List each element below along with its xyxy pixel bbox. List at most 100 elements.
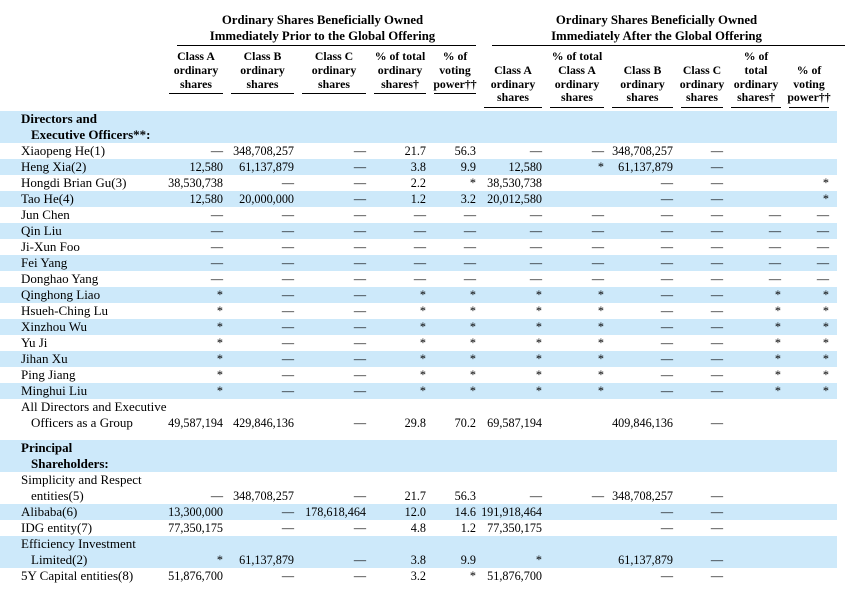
table-cell: — <box>210 256 223 271</box>
table-cell: * <box>469 176 476 191</box>
table-cell: — <box>710 176 723 191</box>
table-cell: — <box>463 272 476 287</box>
table-cell: * <box>216 384 223 399</box>
table-cell: 3.8 <box>410 160 426 175</box>
table-row: IDG entity(7) 77,350,175 — — 4.8 1.2 77,350,17… <box>0 520 837 536</box>
table-cell: — <box>710 489 723 504</box>
column-underline <box>374 93 426 95</box>
table-cell: * <box>597 352 604 367</box>
column-underline <box>484 107 542 109</box>
table-cell: — <box>529 144 542 159</box>
column-underline <box>302 93 366 95</box>
row-label: Principal Shareholders: <box>21 440 109 472</box>
table-cell: 56.3 <box>454 144 476 159</box>
table-cell: * <box>216 320 223 335</box>
table-cell: 9.9 <box>460 553 476 568</box>
table-cell: * <box>419 336 426 351</box>
table-cell: 4.8 <box>410 521 426 536</box>
column-header-label: % of total ordinary shares† <box>374 49 426 91</box>
table-cell: — <box>281 208 294 223</box>
table-cell: * <box>469 304 476 319</box>
table-cell: — <box>281 288 294 303</box>
table-cell: * <box>822 304 829 319</box>
table-cell: — <box>281 240 294 255</box>
column-header: % of voting power†† <box>430 49 480 95</box>
group-title-after: Ordinary Shares Beneficially Owned Immed… <box>480 12 833 44</box>
table-cell: * <box>597 288 604 303</box>
table-row: Yu Ji * — — * * * * — — * * <box>0 335 837 351</box>
table-cell: — <box>768 208 781 223</box>
group-title-prior: Ordinary Shares Beneficially Owned Immed… <box>165 12 480 44</box>
table-cell: — <box>210 224 223 239</box>
table-cell: 1.2 <box>410 192 426 207</box>
table-cell: * <box>774 352 781 367</box>
table-cell: 348,708,257 <box>612 489 673 504</box>
table-cell: * <box>822 176 829 191</box>
table-cell: 348,708,257 <box>612 144 673 159</box>
table-cell: 1.2 <box>460 521 476 536</box>
table-cell: — <box>210 272 223 287</box>
table-cell: — <box>529 489 542 504</box>
column-underline <box>789 107 829 109</box>
table-cell: * <box>822 384 829 399</box>
table-cell: — <box>660 521 673 536</box>
table-cell: 61,137,879 <box>239 160 294 175</box>
row-label: Hsueh-Ching Lu <box>21 303 109 319</box>
table-cell: — <box>710 192 723 207</box>
row-label: Jihan Xu <box>21 351 68 367</box>
column-header: % of total ordinary shares† <box>370 49 430 95</box>
table-cell: — <box>353 489 366 504</box>
table-cell: * <box>597 384 604 399</box>
table-cell: — <box>353 176 366 191</box>
table-cell: — <box>413 240 426 255</box>
table-cell: * <box>216 288 223 303</box>
column-underline <box>169 93 223 95</box>
table-cell: — <box>710 505 723 520</box>
table-cell: — <box>710 240 723 255</box>
table-cell: 61,137,879 <box>239 553 294 568</box>
table-cell: 61,137,879 <box>618 553 673 568</box>
table-cell: — <box>529 272 542 287</box>
table-cell: — <box>591 208 604 223</box>
table-cell: — <box>660 320 673 335</box>
table-row: Ping Jiang * — — * * * * — — * * <box>0 367 837 383</box>
table-cell: — <box>353 240 366 255</box>
table-cell: — <box>353 144 366 159</box>
table-row: Qinghong Liao * — — * * * * — — * * <box>0 287 837 304</box>
table-cell: 70.2 <box>454 416 476 431</box>
table-cell: 38,530,738 <box>168 176 223 191</box>
table-cell: * <box>419 320 426 335</box>
table-cell: — <box>591 489 604 504</box>
table-cell: 20,000,000 <box>239 192 294 207</box>
table-cell: — <box>281 272 294 287</box>
table-cell: * <box>216 553 223 568</box>
table-cell: * <box>774 336 781 351</box>
table-cell: — <box>353 521 366 536</box>
table-cell: * <box>597 320 604 335</box>
column-underline <box>550 107 604 109</box>
table-cell: — <box>463 208 476 223</box>
table-cell: — <box>591 144 604 159</box>
table-cell: — <box>768 256 781 271</box>
table-cell: * <box>419 352 426 367</box>
table-cell: — <box>816 272 829 287</box>
table-cell: — <box>353 288 366 303</box>
table-cell: 56.3 <box>454 489 476 504</box>
table-cell: * <box>419 304 426 319</box>
table-cell: * <box>469 288 476 303</box>
table-cell: — <box>768 224 781 239</box>
table-cell: * <box>822 320 829 335</box>
column-header-label: % of voting power†† <box>433 49 477 91</box>
table-cell: * <box>535 320 542 335</box>
table-cell: * <box>822 368 829 383</box>
table-cell: 12,580 <box>189 192 223 207</box>
table-cell: — <box>210 489 223 504</box>
table-cell: — <box>463 240 476 255</box>
table-cell: — <box>710 320 723 335</box>
